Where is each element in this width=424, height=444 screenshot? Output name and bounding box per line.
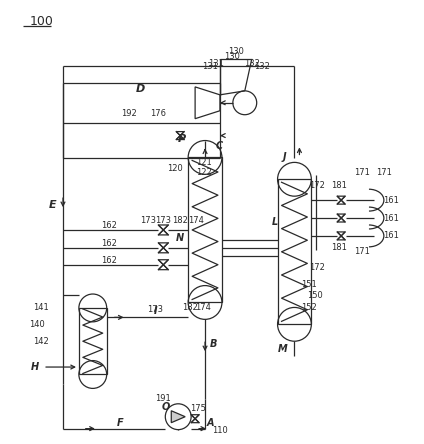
Text: 161: 161 [383,196,399,205]
Text: 120: 120 [167,164,183,173]
Text: 173: 173 [155,215,171,225]
Text: 181: 181 [331,181,347,190]
Bar [188,158,222,302]
Text: 142: 142 [33,337,49,346]
Text: 122: 122 [196,168,212,177]
Text: 132: 132 [244,59,259,67]
Text: 162: 162 [101,239,117,248]
Text: 132: 132 [254,62,270,71]
Text: P: P [178,134,186,143]
Text: 130: 130 [224,52,240,60]
Text: 182: 182 [172,215,188,225]
Text: D: D [136,84,145,94]
Text: 171: 171 [376,168,392,177]
Text: 173: 173 [148,305,163,314]
Text: 173: 173 [140,215,156,225]
Text: 141: 141 [33,303,49,312]
Bar [278,179,311,324]
Circle shape [165,404,191,430]
Text: 121: 121 [196,158,212,167]
Text: 162: 162 [101,256,117,265]
Text: 191: 191 [156,394,171,403]
Text: 130: 130 [228,47,244,56]
Text: 151: 151 [301,280,317,289]
Text: 152: 152 [301,303,317,312]
Text: 100: 100 [29,15,53,28]
Text: 175: 175 [190,404,206,413]
Text: H: H [31,362,39,372]
Text: L: L [271,217,278,227]
Text: A: A [206,418,214,428]
Text: 171: 171 [354,168,370,177]
Text: E: E [49,200,57,210]
Text: 181: 181 [331,243,347,252]
Text: 171: 171 [354,247,370,256]
Text: 192: 192 [121,109,137,118]
Text: I: I [153,306,157,317]
Text: 162: 162 [101,222,117,230]
Text: 176: 176 [151,109,166,118]
Text: C: C [215,142,223,151]
Circle shape [233,91,257,115]
Text: O: O [161,402,170,412]
Text: 140: 140 [29,320,45,329]
Text: 172: 172 [310,263,325,272]
Text: B: B [209,339,217,349]
Text: M: M [278,344,287,354]
Text: 161: 161 [383,214,399,222]
Text: 161: 161 [383,231,399,240]
Polygon shape [171,411,185,423]
Text: 131: 131 [202,62,218,71]
Text: 110: 110 [212,426,228,435]
Text: 174: 174 [188,215,204,225]
Text: 131: 131 [208,59,224,67]
Polygon shape [195,87,220,119]
Text: 174: 174 [195,303,211,312]
Text: N: N [176,233,184,243]
Text: 150: 150 [307,291,323,300]
Text: 182: 182 [182,303,198,312]
Text: F: F [117,418,124,428]
Bar [79,308,107,374]
Text: J: J [283,152,286,163]
Text: 172: 172 [310,181,325,190]
